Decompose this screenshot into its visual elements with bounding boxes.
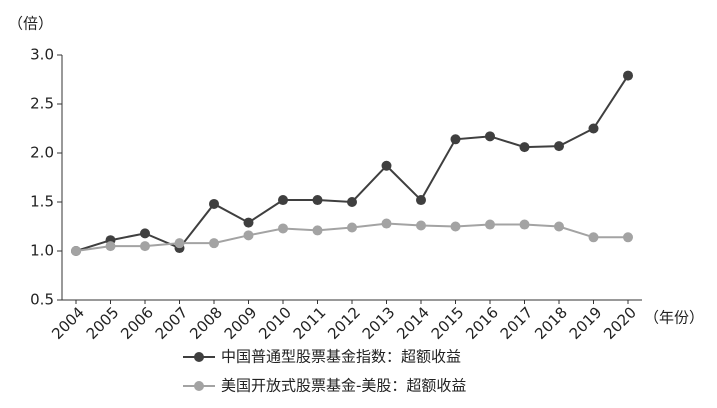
data-point xyxy=(381,218,392,229)
data-point xyxy=(450,134,461,145)
data-point xyxy=(416,220,426,231)
x-tick-label: 2014 xyxy=(393,303,433,343)
data-point xyxy=(381,160,392,171)
x-tick-label: 2011 xyxy=(290,303,330,343)
x-tick-label: 2020 xyxy=(600,303,640,343)
data-point xyxy=(209,198,219,209)
y-tick-label: 2.5 xyxy=(30,95,54,113)
data-point xyxy=(312,225,323,236)
data-point xyxy=(416,195,426,206)
x-tick-label: 2012 xyxy=(324,303,364,343)
x-tick-label: 2004 xyxy=(48,303,88,343)
legend-marker xyxy=(194,352,204,362)
data-point xyxy=(312,195,323,206)
data-point xyxy=(519,219,530,230)
data-point xyxy=(450,221,461,232)
y-tick-label: 3.0 xyxy=(30,46,54,64)
data-point xyxy=(347,222,357,233)
x-tick-label: 2018 xyxy=(531,303,571,343)
data-point xyxy=(554,141,564,152)
y-axis-label: （倍） xyxy=(8,15,53,33)
data-point xyxy=(140,228,150,239)
x-tick-label: 2005 xyxy=(83,303,123,343)
data-point xyxy=(554,221,564,232)
data-point xyxy=(347,197,357,207)
data-point xyxy=(209,238,219,249)
data-point xyxy=(485,219,495,230)
x-tick-label: 2013 xyxy=(359,303,399,343)
x-tick-label: 2010 xyxy=(255,303,295,343)
legend-label: 中国普通型股票基金指数：超额收益 xyxy=(221,348,461,366)
data-point xyxy=(588,232,599,243)
data-point xyxy=(243,217,254,228)
legend-marker xyxy=(194,381,204,391)
data-point xyxy=(485,131,495,142)
x-tick-label: 2015 xyxy=(428,303,468,343)
data-point xyxy=(588,123,599,134)
data-point xyxy=(71,246,81,256)
data-point xyxy=(278,223,288,234)
x-tick-label: 2019 xyxy=(566,303,606,343)
legend-label: 美国开放式股票基金-美股：超额收益 xyxy=(221,377,466,395)
x-tick-label: 2017 xyxy=(497,303,537,343)
y-tick-label: 2.0 xyxy=(30,144,54,162)
x-tick-label: 2009 xyxy=(221,303,261,343)
data-point xyxy=(174,238,185,249)
y-tick-label: 1.0 xyxy=(30,242,54,260)
x-tick-label: 2016 xyxy=(462,303,502,343)
x-axis-label: （年份） xyxy=(644,309,704,327)
y-tick-label: 0.5 xyxy=(30,291,54,309)
y-tick-label: 1.5 xyxy=(30,193,54,211)
data-point xyxy=(140,241,150,252)
x-tick-label: 2006 xyxy=(117,303,157,343)
x-tick-label: 2008 xyxy=(186,303,226,343)
data-point xyxy=(623,70,633,81)
data-point xyxy=(623,232,633,243)
data-point xyxy=(105,241,116,252)
x-tick-label: 2007 xyxy=(152,303,192,343)
data-point xyxy=(519,142,530,153)
data-point xyxy=(278,195,288,206)
data-point xyxy=(243,230,254,241)
